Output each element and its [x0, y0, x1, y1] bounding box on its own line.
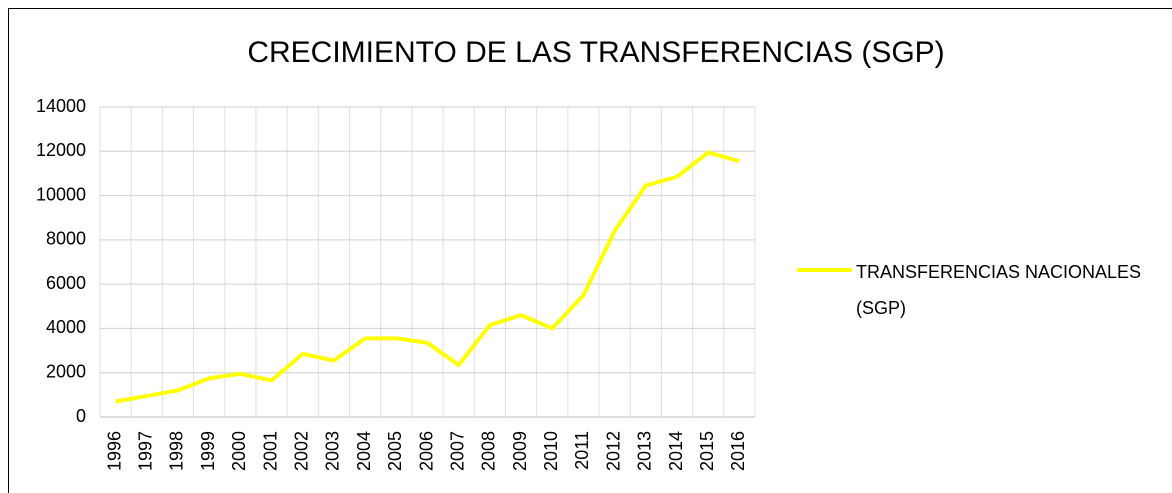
x-tick-label: 2013 — [635, 431, 655, 471]
y-tick-label: 6000 — [46, 273, 86, 293]
x-tick-label: 2002 — [291, 431, 311, 471]
chart-frame — [8, 8, 1172, 493]
y-tick-label: 4000 — [46, 317, 86, 337]
x-tick-label: 2008 — [479, 431, 499, 471]
chart-title: CRECIMIENTO DE LAS TRANSFERENCIAS (SGP) — [247, 36, 944, 69]
x-tick-label: 2003 — [323, 431, 343, 471]
x-tick-label: 2004 — [354, 431, 374, 471]
y-tick-label: 10000 — [36, 184, 86, 204]
x-tick-label: 1999 — [198, 431, 218, 471]
x-tick-label: 2005 — [385, 431, 405, 471]
x-tick-label: 1997 — [136, 431, 156, 471]
x-tick-label: 2011 — [572, 431, 592, 470]
x-tick-label: 2007 — [447, 431, 467, 471]
x-tick-label: 2009 — [510, 431, 530, 471]
x-tick-label: 2010 — [541, 431, 561, 471]
x-tick-label: 2012 — [603, 431, 623, 471]
y-tick-label: 0 — [76, 406, 86, 426]
legend-label: TRANSFERENCIAS NACIONALES (SGP) — [856, 262, 1142, 318]
x-tick-label: 1996 — [104, 431, 124, 471]
y-tick-label: 2000 — [46, 361, 86, 381]
x-tick-label: 2015 — [697, 431, 717, 471]
x-tick-label: 2000 — [229, 431, 249, 471]
y-tick-label: 8000 — [46, 229, 86, 249]
x-tick-label: 2014 — [666, 431, 686, 471]
x-tick-label: 1998 — [167, 431, 187, 471]
y-tick-label: 12000 — [36, 140, 86, 160]
data-line — [115, 150, 740, 404]
y-tick-label: 14000 — [36, 96, 86, 116]
x-tick-label: 2006 — [416, 431, 436, 471]
x-tick-label: 2001 — [260, 431, 280, 471]
x-tick-label: 2016 — [728, 431, 748, 471]
